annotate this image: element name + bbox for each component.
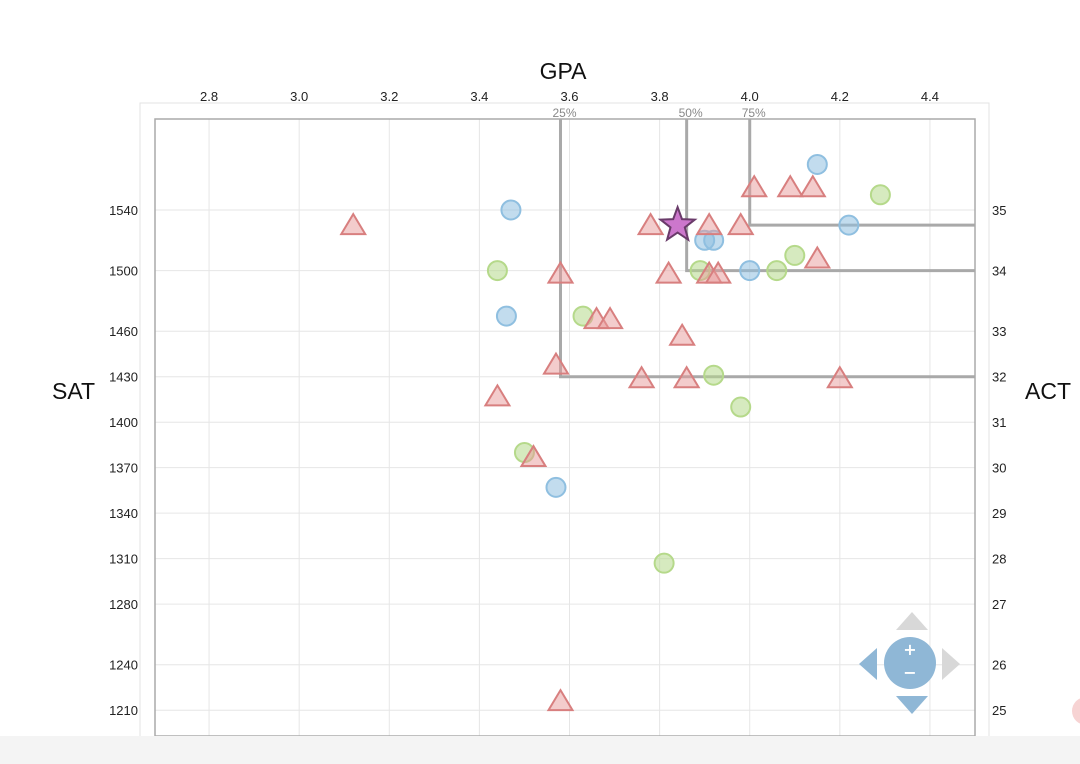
circle-point[interactable] (838, 214, 860, 236)
act-tick-label: 30 (992, 461, 1006, 476)
circle-point[interactable] (730, 396, 752, 418)
act-tick-label: 34 (992, 264, 1006, 279)
circle-point[interactable] (766, 260, 788, 282)
circle-point[interactable] (486, 260, 508, 282)
act-tick-label: 32 (992, 370, 1006, 385)
circle-point[interactable] (703, 364, 725, 386)
sat-tick-label: 1310 (109, 552, 138, 567)
circle-point[interactable] (545, 476, 567, 498)
triangle-point[interactable] (542, 351, 570, 375)
triangle-point[interactable] (672, 365, 701, 389)
star-point-icon[interactable] (657, 204, 698, 243)
x-tick-label: 3.6 (560, 89, 578, 104)
act-tick-label: 33 (992, 324, 1006, 339)
act-tick-label: 26 (992, 658, 1006, 673)
triangle-point[interactable] (726, 212, 755, 236)
percentile-line (748, 119, 975, 227)
triangle-point[interactable] (799, 174, 827, 198)
x-tick-label: 4.2 (831, 89, 849, 104)
gridlines (155, 119, 975, 736)
act-tick-label: 31 (992, 415, 1006, 430)
act-tick-label: 28 (992, 552, 1006, 567)
zoom-out-icon[interactable]: − (903, 663, 917, 682)
triangle-point[interactable] (339, 212, 368, 236)
sat-tick-label: 1240 (109, 658, 138, 673)
triangle-point[interactable] (668, 322, 696, 346)
pan-up-arrow-icon[interactable] (896, 612, 928, 630)
x-tick-label: 4.4 (921, 89, 939, 104)
act-tick-label: 35 (992, 203, 1006, 218)
triangle-point[interactable] (546, 260, 575, 284)
circle-point[interactable] (806, 153, 828, 175)
circle-point[interactable] (784, 244, 806, 266)
triangle-point[interactable] (704, 260, 732, 284)
right-axis-title: ACT (1025, 378, 1071, 404)
x-tick-label: 4.0 (741, 89, 759, 104)
triangle-point[interactable] (740, 174, 768, 198)
sat-tick-label: 1430 (109, 370, 138, 385)
sat-tick-label: 1400 (109, 415, 138, 430)
x-tick-label: 2.8 (200, 89, 218, 104)
zoom-in-icon[interactable]: + (903, 640, 917, 659)
pan-down-arrow-icon[interactable] (896, 696, 928, 714)
triangle-point[interactable] (546, 688, 575, 712)
percentile-label: 75% (742, 106, 766, 120)
x-tick-label: 3.4 (470, 89, 488, 104)
triangle-point[interactable] (803, 245, 832, 269)
act-tick-label: 27 (992, 597, 1006, 612)
zoom-button: + − (884, 637, 936, 689)
circle-point[interactable] (869, 184, 891, 206)
percentile-label: 25% (552, 106, 576, 120)
pan-left-arrow-icon[interactable] (859, 648, 877, 680)
circle-point[interactable] (495, 305, 517, 327)
circle-point[interactable] (500, 199, 522, 221)
data-points[interactable] (339, 153, 891, 712)
pan-right-arrow-icon[interactable] (942, 648, 960, 680)
sat-tick-label: 1340 (109, 506, 138, 521)
act-tick-label: 25 (992, 703, 1006, 718)
percentile-boundaries: 25% 50% 75% (552, 106, 975, 379)
triangle-point[interactable] (636, 212, 665, 236)
triangle-point[interactable] (826, 365, 854, 389)
percentile-line (558, 119, 975, 379)
x-tick-label: 3.0 (290, 89, 308, 104)
circle-point[interactable] (739, 260, 761, 282)
act-tick-label: 29 (992, 506, 1006, 521)
partial-circle-icon[interactable] (1072, 697, 1080, 725)
left-axis-title: SAT (52, 378, 95, 404)
x-tick-label: 3.8 (651, 89, 669, 104)
sat-tick-label: 1540 (109, 203, 138, 218)
sat-tick-label: 1210 (109, 703, 138, 718)
x-tick-label: 3.2 (380, 89, 398, 104)
sat-tick-label: 1460 (109, 324, 138, 339)
triangle-point[interactable] (483, 383, 512, 407)
axis-ticks: 2.8 3.0 3.2 3.4 3.6 3.8 4.0 4.2 4.4 1210 25 1240 26 1… (109, 89, 1006, 718)
sat-tick-label: 1370 (109, 461, 138, 476)
plot-area-border (154, 118, 976, 737)
triangle-point[interactable] (776, 174, 805, 198)
x-axis-title: GPA (540, 58, 588, 84)
sat-tick-label: 1500 (109, 264, 138, 279)
triangle-point[interactable] (596, 306, 624, 330)
sat-tick-label: 1280 (109, 597, 138, 612)
triangle-point[interactable] (627, 365, 656, 389)
triangle-point[interactable] (519, 444, 548, 468)
circle-point[interactable] (653, 552, 675, 574)
triangle-point[interactable] (654, 260, 683, 284)
triangle-point[interactable] (695, 212, 723, 236)
bottom-bar (0, 736, 1080, 764)
percentile-label: 50% (679, 106, 703, 120)
pan-zoom-control: + − (856, 610, 966, 716)
percentile-line (685, 119, 975, 273)
